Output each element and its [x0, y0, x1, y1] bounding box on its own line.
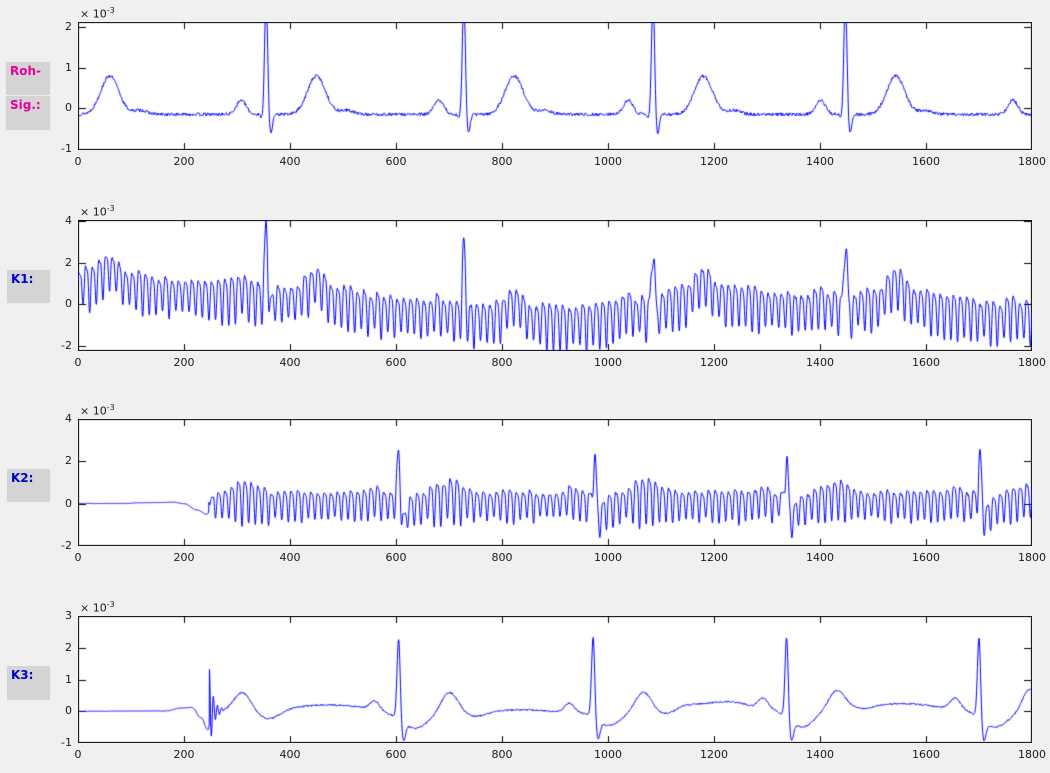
y-scale-base-text: × 10	[80, 205, 107, 219]
subplot-k2	[78, 419, 1032, 546]
plot-canvas-k1	[78, 220, 1032, 351]
side-label-sig: Sig.:	[6, 96, 50, 130]
side-label-k3: K3:	[7, 666, 50, 700]
y-tick-label: -1	[61, 141, 72, 155]
y-tick-label: 4	[65, 214, 72, 228]
plot-canvas-k2	[78, 419, 1032, 546]
x-tick-label: 0	[74, 155, 82, 168]
side-label-k1: K1:	[7, 270, 50, 303]
x-tick-label: 600	[385, 356, 407, 369]
y-tick-label: 0	[65, 101, 72, 115]
y-tick-label: -2	[61, 539, 72, 552]
x-tick-label: 1400	[806, 748, 834, 761]
y-tick-label: 4	[65, 412, 72, 425]
x-tick-label: 0	[74, 748, 82, 761]
x-tick-label: 1200	[700, 356, 728, 369]
side-label-roh: Roh-	[6, 62, 50, 95]
plot-canvas-k3	[78, 616, 1032, 743]
x-tick-label: 200	[173, 155, 195, 168]
y-tick-label: 0	[65, 704, 72, 718]
x-tick-label: 400	[279, 551, 301, 564]
x-tick-label: 1200	[700, 551, 728, 564]
x-tick-label: 200	[173, 356, 195, 369]
x-tick-label: 800	[491, 551, 513, 564]
x-tick-label: 1400	[806, 551, 834, 564]
x-tick-label: 1800	[1018, 356, 1046, 369]
x-tick-label: 1200	[700, 748, 728, 761]
y-scale-exponent-k3: × 10-3	[80, 599, 115, 615]
y-scale-base-text: × 10	[80, 404, 107, 418]
y-tick-label: 3	[65, 609, 72, 622]
x-tick-label: 1800	[1018, 748, 1046, 761]
x-tick-label: 1000	[594, 551, 622, 564]
y-tick-label: 0	[65, 297, 72, 311]
x-tick-label: 1800	[1018, 155, 1046, 168]
y-tick-label: 2	[65, 255, 72, 269]
x-tick-label: 1400	[806, 356, 834, 369]
x-tick-label: 200	[173, 748, 195, 761]
x-tick-label: 1600	[912, 356, 940, 369]
y-tick-label: 0	[65, 496, 72, 510]
x-tick-label: 800	[491, 155, 513, 168]
y-scale-exponent-k1: × 10-3	[80, 203, 115, 219]
y-tick-label: 1	[65, 60, 72, 74]
x-tick-label: 1000	[594, 155, 622, 168]
x-tick-label: 1800	[1018, 551, 1046, 564]
y-scale-exp-text: -3	[106, 600, 115, 609]
x-tick-label: 0	[74, 551, 82, 564]
plot-canvas-roh-sig	[78, 22, 1032, 150]
x-tick-label: 400	[279, 748, 301, 761]
y-scale-exp-text: -3	[106, 6, 115, 15]
x-tick-label: 1600	[912, 748, 940, 761]
subplot-k1	[78, 220, 1032, 351]
y-scale-exponent-k2: × 10-3	[80, 402, 115, 418]
x-tick-label: 1400	[806, 155, 834, 168]
x-tick-label: 600	[385, 551, 407, 564]
y-scale-base-text: × 10	[80, 601, 107, 615]
y-tick-label: 1	[65, 672, 72, 686]
y-scale-exp-text: -3	[106, 403, 115, 412]
y-scale-base-text: × 10	[80, 7, 107, 21]
y-scale-exp-text: -3	[106, 204, 115, 213]
x-tick-label: 1000	[594, 356, 622, 369]
x-tick-label: 1600	[912, 551, 940, 564]
x-tick-label: 400	[279, 356, 301, 369]
subplot-k3	[78, 616, 1032, 743]
subplot-roh-sig	[78, 22, 1032, 150]
x-tick-label: 1200	[700, 155, 728, 168]
y-tick-label: 2	[65, 20, 72, 34]
x-tick-label: 200	[173, 551, 195, 564]
y-tick-label: -1	[61, 736, 72, 749]
y-tick-label: 2	[65, 640, 72, 654]
x-tick-label: 800	[491, 748, 513, 761]
x-tick-label: 1000	[594, 748, 622, 761]
x-tick-label: 400	[279, 155, 301, 168]
y-scale-exponent-roh-sig: × 10-3	[80, 5, 115, 21]
x-tick-label: 0	[74, 356, 82, 369]
x-tick-label: 1600	[912, 155, 940, 168]
y-tick-label: -2	[61, 338, 72, 352]
y-tick-label: 2	[65, 454, 72, 468]
x-tick-label: 600	[385, 748, 407, 761]
side-label-k2: K2:	[7, 469, 50, 502]
x-tick-label: 800	[491, 356, 513, 369]
x-tick-label: 600	[385, 155, 407, 168]
